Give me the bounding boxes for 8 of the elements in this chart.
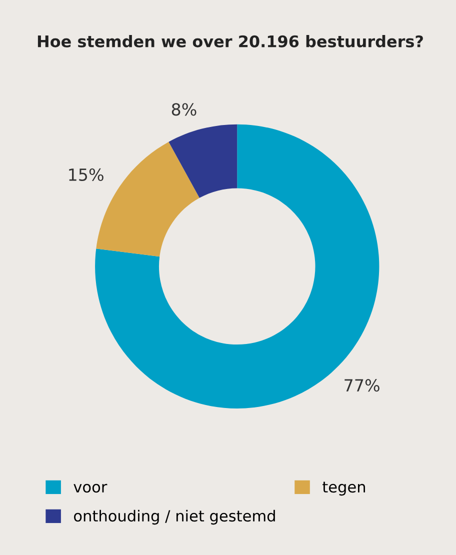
data-label: 77% (344, 379, 380, 392)
data-label: 15% (69, 168, 104, 181)
chart-title: Hoe stemden we over 20.196 bestuurders? (38, 35, 423, 48)
legend-label: onthouding / niet gestemd (74, 510, 275, 525)
legend-label: voor (74, 484, 108, 493)
donut-slice (168, 124, 238, 198)
legend-label: tegen (322, 482, 365, 496)
data-label: 8% (172, 103, 196, 116)
